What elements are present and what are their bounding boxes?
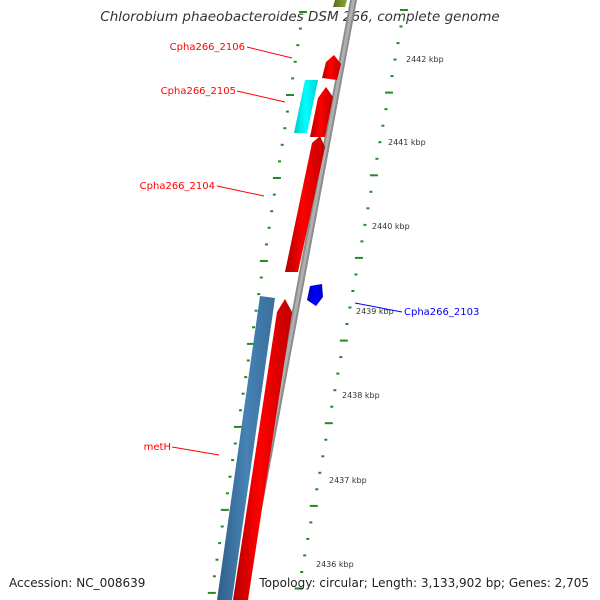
tick-label: 2442 kbp [406,55,444,64]
scale-tick-labels: 2442 kbp 2441 kbp 2440 kbp 2439 kbp 2438… [316,55,444,569]
tick-label: 2439 kbp [356,307,394,316]
tick-label: 2437 kbp [329,476,367,485]
gene-arrow-cpha266-2105 [310,87,333,137]
tick-label: 2436 kbp [316,560,354,569]
genome-summary-label: Topology: circular; Length: 3,133,902 bp… [259,576,589,590]
feature-box-meth [217,296,275,600]
gene-label-cpha266-2103[interactable]: Cpha266_2103 [404,307,479,318]
gene-label-cpha266-2106[interactable]: Cpha266_2106 [170,42,245,53]
top-feature [333,0,347,7]
gene-label-meth[interactable]: metH [144,442,171,453]
leader-line-cpha266-2105 [236,90,286,103]
tick-label: 2438 kbp [342,391,380,400]
tick-label: 2440 kbp [372,222,410,231]
genome-title: Chlorobium phaeobacteroides DSM 266, com… [100,9,500,25]
leader-line-cpha266-2103 [354,302,403,313]
gene-label-cpha266-2105[interactable]: Cpha266_2105 [161,86,236,97]
gene-arrow-cpha266-2104 [285,136,325,272]
leader-line-cpha266-2104 [216,185,265,197]
gene-arrow-meth [233,299,292,600]
gene-arrow-cpha266-2103 [307,284,323,306]
accession-label: Accession: NC_008639 [9,576,146,590]
gene-labels: Cpha266_2106 Cpha266_2105 Cpha266_2104 C… [140,42,480,453]
tick-label: 2441 kbp [388,138,426,147]
gene-arrow-cpha266-2106 [322,55,341,80]
scale-ticks [207,9,408,594]
feature-box-cpha266-2105 [294,80,318,133]
label-leader-lines [171,46,403,456]
gene-label-cpha266-2104[interactable]: Cpha266_2104 [140,181,215,192]
leader-line-cpha266-2106 [246,46,293,59]
leader-line-meth [171,446,220,456]
